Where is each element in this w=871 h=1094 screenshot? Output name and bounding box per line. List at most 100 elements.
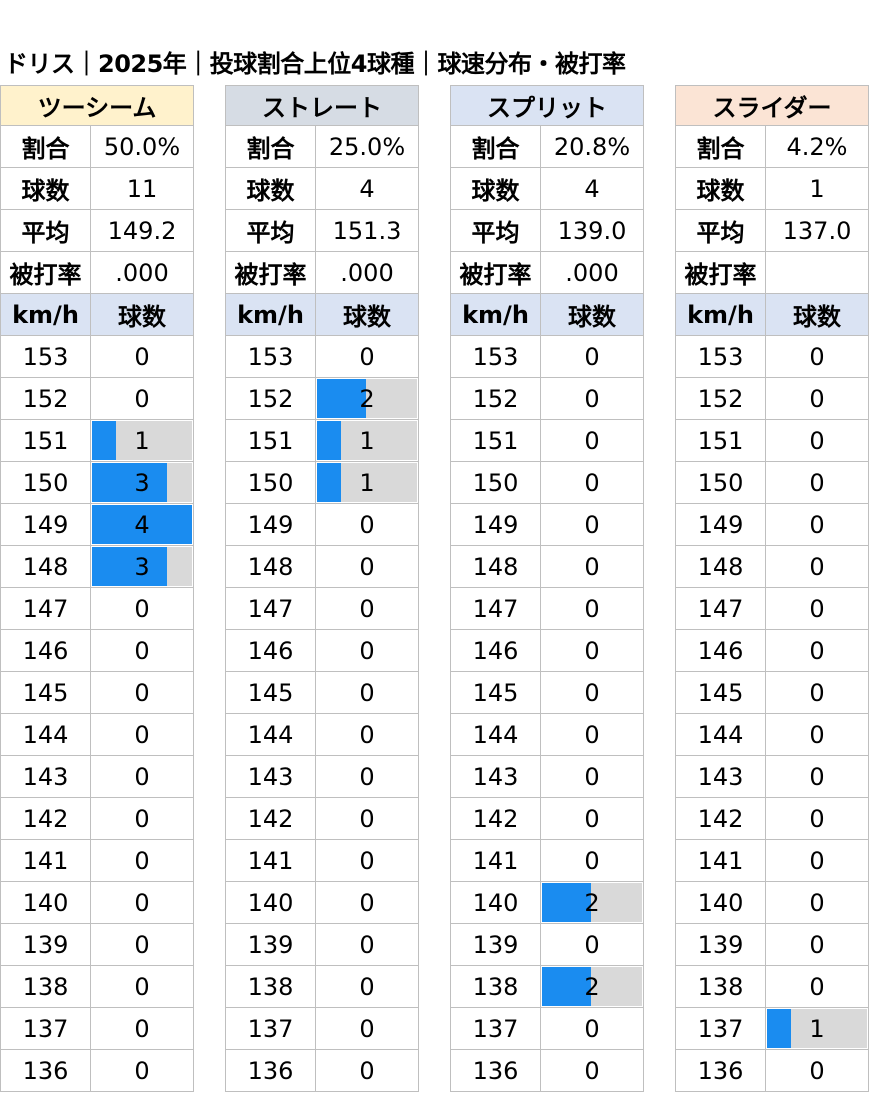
speed-value: 143 <box>0 756 91 798</box>
pitch-count-cell: 2 <box>316 378 419 420</box>
pitch-count-cell: 0 <box>316 840 419 882</box>
speed-row: 147 0 <box>450 588 644 630</box>
speed-row: 138 2 <box>450 966 644 1008</box>
pitch-count: 0 <box>584 342 600 371</box>
speed-row: 149 0 <box>675 504 869 546</box>
speed-row: 140 2 <box>450 882 644 924</box>
count-column-header: 球数 <box>541 294 644 336</box>
bar-fill <box>92 547 167 586</box>
pitch-count-cell: 3 <box>91 462 194 504</box>
bar-fill <box>317 463 341 502</box>
speed-value: 145 <box>450 672 541 714</box>
speed-row: 153 0 <box>0 336 194 378</box>
pitch-count-cell: 0 <box>316 1050 419 1092</box>
distribution-header-row: km/h 球数 <box>225 294 419 336</box>
speed-row: 146 0 <box>225 630 419 672</box>
pitch-count-cell: 0 <box>91 378 194 420</box>
speed-row: 152 0 <box>0 378 194 420</box>
stat-row-ratio: 割合 4.2% <box>675 126 869 168</box>
pitch-count-cell: 0 <box>541 504 644 546</box>
pitch-count-cell: 0 <box>541 336 644 378</box>
pitch-panel: スライダー 割合 4.2% 球数 1 平均 137.0 被打率 km/h 球数 153 0 152 0 15… <box>675 85 869 1092</box>
speed-value: 148 <box>0 546 91 588</box>
stat-value-count: 11 <box>91 168 194 210</box>
speed-value: 146 <box>0 630 91 672</box>
count-column-header: 球数 <box>91 294 194 336</box>
speed-value: 136 <box>0 1050 91 1092</box>
pitch-count: 0 <box>134 846 150 875</box>
pitch-count: 0 <box>359 342 375 371</box>
pitch-count-cell: 0 <box>316 714 419 756</box>
speed-row: 148 0 <box>675 546 869 588</box>
speed-value: 139 <box>675 924 766 966</box>
pitch-count: 0 <box>809 762 825 791</box>
speed-row: 152 2 <box>225 378 419 420</box>
speed-value: 142 <box>0 798 91 840</box>
stat-row-avg: 平均 151.3 <box>225 210 419 252</box>
speed-row: 149 4 <box>0 504 194 546</box>
pitch-count-cell: 0 <box>766 840 869 882</box>
stat-value-ba: .000 <box>316 252 419 294</box>
speed-value: 140 <box>450 882 541 924</box>
speed-row: 140 0 <box>225 882 419 924</box>
stat-row-count: 球数 4 <box>450 168 644 210</box>
speed-row: 141 0 <box>225 840 419 882</box>
pitch-name-row: ツーシーム <box>0 85 194 126</box>
pitch-count: 0 <box>134 972 150 1001</box>
stat-value-ratio: 50.0% <box>91 126 194 168</box>
pitch-count-cell: 0 <box>766 714 869 756</box>
speed-column-header: km/h <box>450 294 541 336</box>
pitch-count: 0 <box>134 804 150 833</box>
stat-value-ba: .000 <box>541 252 644 294</box>
stat-row-avg: 平均 139.0 <box>450 210 644 252</box>
speed-row: 137 0 <box>0 1008 194 1050</box>
pitch-count-cell: 0 <box>91 672 194 714</box>
pitch-count: 0 <box>359 552 375 581</box>
speed-row: 144 0 <box>225 714 419 756</box>
pitch-count-cell: 0 <box>541 672 644 714</box>
speed-value: 152 <box>450 378 541 420</box>
speed-row: 141 0 <box>0 840 194 882</box>
speed-value: 142 <box>675 798 766 840</box>
speed-row: 149 0 <box>225 504 419 546</box>
speed-row: 148 0 <box>225 546 419 588</box>
pitch-count-cell: 0 <box>766 630 869 672</box>
speed-value: 149 <box>0 504 91 546</box>
pitch-count-cell: 2 <box>541 966 644 1008</box>
stat-label-ba: 被打率 <box>675 252 766 294</box>
speed-row: 137 1 <box>675 1008 869 1050</box>
speed-row: 148 0 <box>450 546 644 588</box>
speed-value: 141 <box>0 840 91 882</box>
pitch-count: 0 <box>584 720 600 749</box>
pitch-count-cell: 0 <box>316 630 419 672</box>
bar-fill <box>317 379 366 418</box>
speed-row: 148 3 <box>0 546 194 588</box>
stat-value-ba <box>766 252 869 294</box>
stat-row-avg: 平均 149.2 <box>0 210 194 252</box>
stat-label-ratio: 割合 <box>225 126 316 168</box>
pitch-count-cell: 0 <box>541 420 644 462</box>
pitch-count-cell: 0 <box>541 840 644 882</box>
pitch-count-cell: 0 <box>766 588 869 630</box>
pitch-count: 0 <box>809 846 825 875</box>
pitch-count: 0 <box>809 510 825 539</box>
speed-row: 145 0 <box>225 672 419 714</box>
speed-value: 140 <box>225 882 316 924</box>
pitch-count-cell: 0 <box>541 798 644 840</box>
pitch-count-cell: 0 <box>91 630 194 672</box>
speed-row: 136 0 <box>675 1050 869 1092</box>
speed-value: 148 <box>675 546 766 588</box>
speed-value: 146 <box>225 630 316 672</box>
speed-value: 146 <box>675 630 766 672</box>
pitch-count: 3 <box>134 552 150 581</box>
bar-fill <box>542 967 591 1006</box>
speed-value: 139 <box>225 924 316 966</box>
pitch-count: 0 <box>584 1056 600 1085</box>
speed-row: 143 0 <box>675 756 869 798</box>
bar-fill <box>767 1009 791 1048</box>
pitch-count-cell: 0 <box>316 924 419 966</box>
pitch-count: 0 <box>359 594 375 623</box>
pitch-count-cell: 1 <box>316 462 419 504</box>
speed-row: 142 0 <box>675 798 869 840</box>
speed-value: 137 <box>0 1008 91 1050</box>
